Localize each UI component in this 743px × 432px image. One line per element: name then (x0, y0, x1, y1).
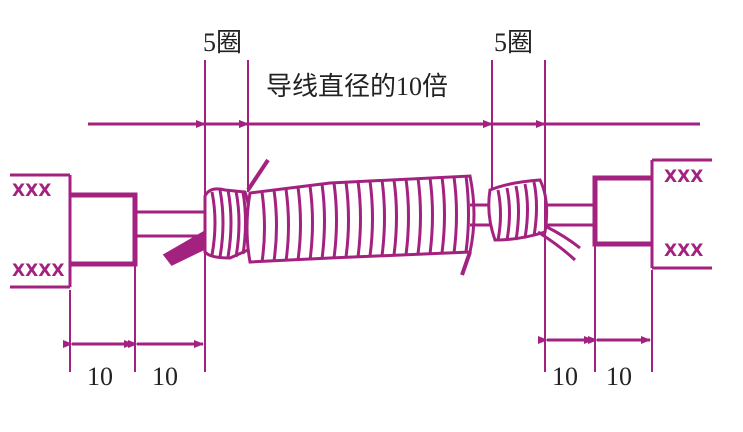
label-ten-times-diameter: 导线直径的10倍 (266, 72, 449, 101)
strand-marks-top-right: XXX (664, 167, 703, 187)
dim-label-left-outer: 10 (87, 362, 113, 391)
main-wrapping (245, 174, 476, 276)
bottom-dimension-arrows (63, 336, 651, 348)
dim-label-right-outer: 10 (606, 362, 632, 391)
left-insulation (70, 192, 138, 267)
strand-marks-top-left: XXX (12, 181, 51, 201)
left-bare-wire (135, 210, 205, 238)
dim-label-left-inner: 10 (152, 362, 178, 391)
left-conductor: XXX XXXX (10, 173, 72, 289)
right-coil (487, 178, 581, 262)
dim-label-right-inner: 10 (552, 362, 578, 391)
strand-marks-bottom-left: XXXX (12, 261, 64, 281)
label-five-turns-right: 5圈 (494, 28, 534, 57)
right-conductor: XXX XXX (650, 158, 712, 270)
right-insulation (592, 175, 652, 247)
strand-marks-bottom-right: XXX (664, 241, 703, 261)
label-five-turns-left: 5圈 (203, 28, 243, 57)
